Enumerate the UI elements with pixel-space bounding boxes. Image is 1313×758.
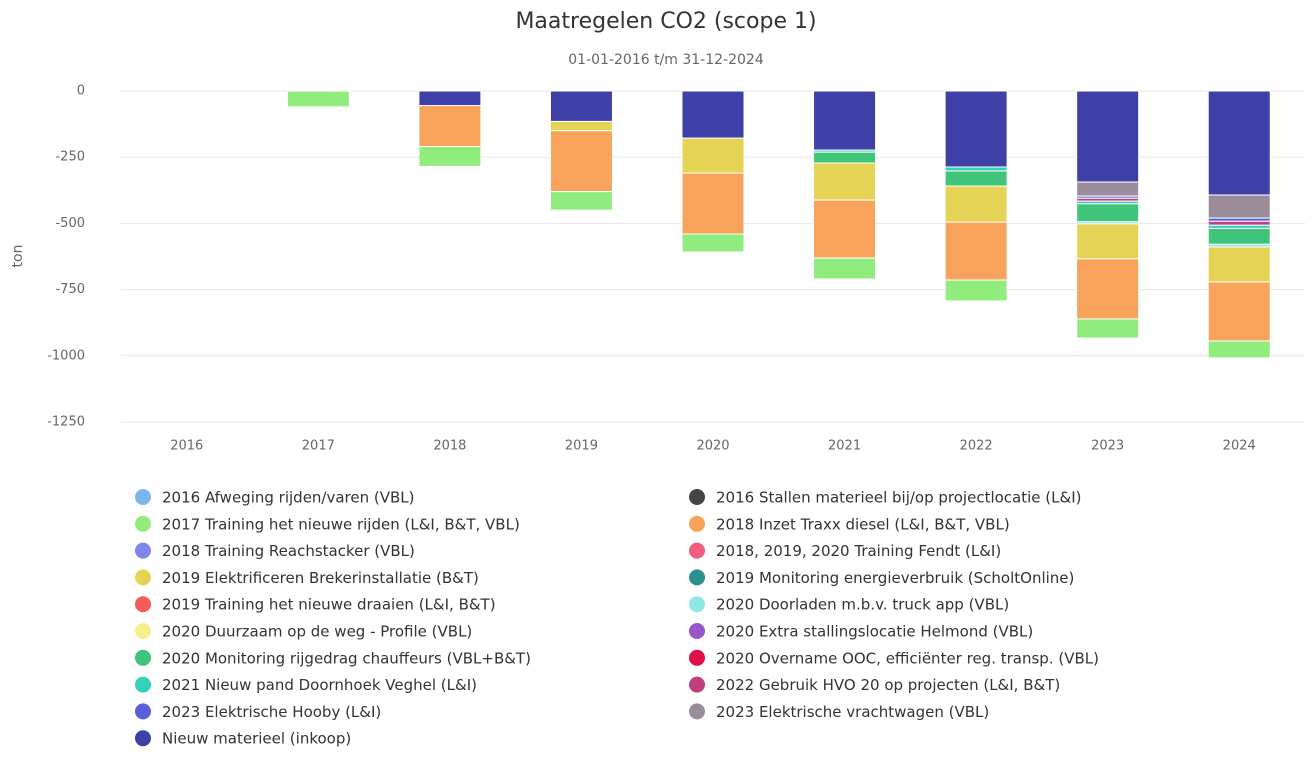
bar-segment	[681, 137, 745, 174]
y-axis-label: ton	[10, 245, 26, 268]
bar-segment	[813, 199, 877, 259]
chart-title: Maatregelen CO2 (scope 1)	[515, 9, 816, 34]
legend-marker	[689, 542, 705, 559]
legend-label: 2018, 2019, 2020 Training Fendt (L&I)	[716, 542, 1001, 560]
bar-segment	[418, 90, 482, 107]
y-tick-label: -500	[55, 216, 85, 231]
y-tick-label: -750	[55, 282, 85, 297]
bar-segment	[944, 221, 1008, 281]
bar-segment	[1076, 223, 1140, 260]
bar-segment	[286, 90, 350, 108]
legend-marker	[135, 623, 151, 639]
legend-marker	[689, 569, 705, 586]
legend-marker	[135, 489, 151, 505]
legend-label: 2020 Overname OOC, efficiënter reg. tran…	[716, 649, 1099, 667]
legend-label: 2021 Nieuw pand Doornhoek Veghel (L&I)	[162, 676, 477, 694]
legend-marker	[689, 703, 705, 720]
y-tick-label: -1000	[47, 348, 85, 363]
bar-segment	[944, 185, 1008, 223]
x-tick-label: 2018	[433, 439, 466, 454]
bar-segment	[549, 90, 613, 122]
bar-segment	[681, 233, 745, 253]
legend-label: 2018 Training Reachstacker (VBL)	[162, 542, 415, 560]
legend-marker	[135, 649, 151, 666]
bar-segment	[681, 172, 745, 235]
legend-label: 2019 Monitoring energieverbruik (ScholtO…	[716, 569, 1074, 587]
y-tick-label: 0	[77, 84, 85, 99]
bar-segment	[1207, 90, 1271, 196]
legend-marker	[689, 515, 705, 532]
legend-marker	[135, 730, 151, 747]
x-tick-label: 2017	[302, 439, 335, 454]
bar-segment	[549, 130, 613, 193]
bar-segment	[1207, 220, 1271, 226]
legend-marker	[689, 676, 705, 693]
bar-segment	[1076, 203, 1140, 223]
bar-segment	[944, 166, 1008, 172]
legend-marker	[689, 623, 705, 639]
x-tick-label: 2019	[565, 439, 598, 454]
legend-label: 2016 Afweging rijden/varen (VBL)	[162, 489, 415, 507]
bar-segment	[1207, 281, 1271, 342]
x-tick-label: 2023	[1091, 439, 1124, 454]
legend-label: 2017 Training het nieuwe rijden (L&I, B&…	[162, 515, 520, 533]
bar-segment	[813, 90, 877, 151]
bar-segment	[813, 257, 877, 280]
legend-label: 2020 Extra stallingslocatie Helmond (VBL…	[716, 623, 1033, 641]
legend-marker	[135, 515, 151, 532]
chart-subtitle: 01-01-2016 t/m 31-12-2024	[568, 52, 764, 68]
x-tick-label: 2021	[828, 439, 861, 454]
bar-segment	[1076, 318, 1140, 339]
x-tick-label: 2020	[696, 439, 729, 454]
bar-segment	[1076, 181, 1140, 197]
bar-segment	[1207, 340, 1271, 359]
legend-marker	[689, 489, 705, 505]
legend-marker	[135, 569, 151, 586]
bar-segment	[1207, 227, 1271, 245]
x-tick-label: 2016	[170, 439, 203, 454]
bar-segment	[813, 151, 877, 164]
x-tick-label: 2024	[1223, 439, 1256, 454]
bar-segment	[813, 162, 877, 201]
legend-marker	[135, 676, 151, 693]
bar-segment	[1076, 258, 1140, 320]
bar-segment	[418, 146, 482, 167]
legend-label: 2019 Training het nieuwe draaien (L&I, B…	[162, 596, 496, 614]
legend-marker	[135, 596, 151, 613]
legend-label: 2020 Monitoring rijgedrag chauffeurs (VB…	[162, 649, 531, 667]
legend-label: Nieuw materieel (inkoop)	[162, 730, 351, 748]
legend-marker	[689, 596, 705, 613]
legend-label: 2022 Gebruik HVO 20 op projecten (L&I, B…	[716, 676, 1060, 694]
legend-label: 2018 Inzet Traxx diesel (L&I, B&T, VBL)	[716, 515, 1010, 533]
bar-segment	[418, 105, 482, 148]
bar-segment	[1076, 90, 1140, 183]
bar-segment	[1207, 246, 1271, 283]
bar-segment	[944, 90, 1008, 168]
y-tick-label: -1250	[47, 415, 85, 430]
legend-marker	[135, 703, 151, 720]
legend-marker	[689, 649, 705, 666]
legend-label: 2020 Duurzaam op de weg - Profile (VBL)	[162, 623, 472, 641]
bar-segment	[549, 120, 613, 132]
legend-label: 2023 Elektrische vrachtwagen (VBL)	[716, 703, 989, 721]
legend-marker	[135, 542, 151, 559]
y-tick-label: -250	[55, 150, 85, 165]
bar-segment	[944, 279, 1008, 302]
bar-segment	[549, 191, 613, 211]
legend-label: 2020 Doorladen m.b.v. truck app (VBL)	[716, 596, 1009, 614]
bar-segment	[681, 90, 745, 139]
x-tick-label: 2022	[960, 439, 993, 454]
bar-segment	[944, 170, 1008, 187]
legend-label: 2019 Elektrificeren Brekerinstallatie (B…	[162, 569, 479, 587]
legend-label: 2023 Elektrische Hooby (L&I)	[162, 703, 381, 721]
bar-segment	[1207, 194, 1271, 219]
legend-label: 2016 Stallen materieel bij/op projectloc…	[716, 489, 1081, 507]
